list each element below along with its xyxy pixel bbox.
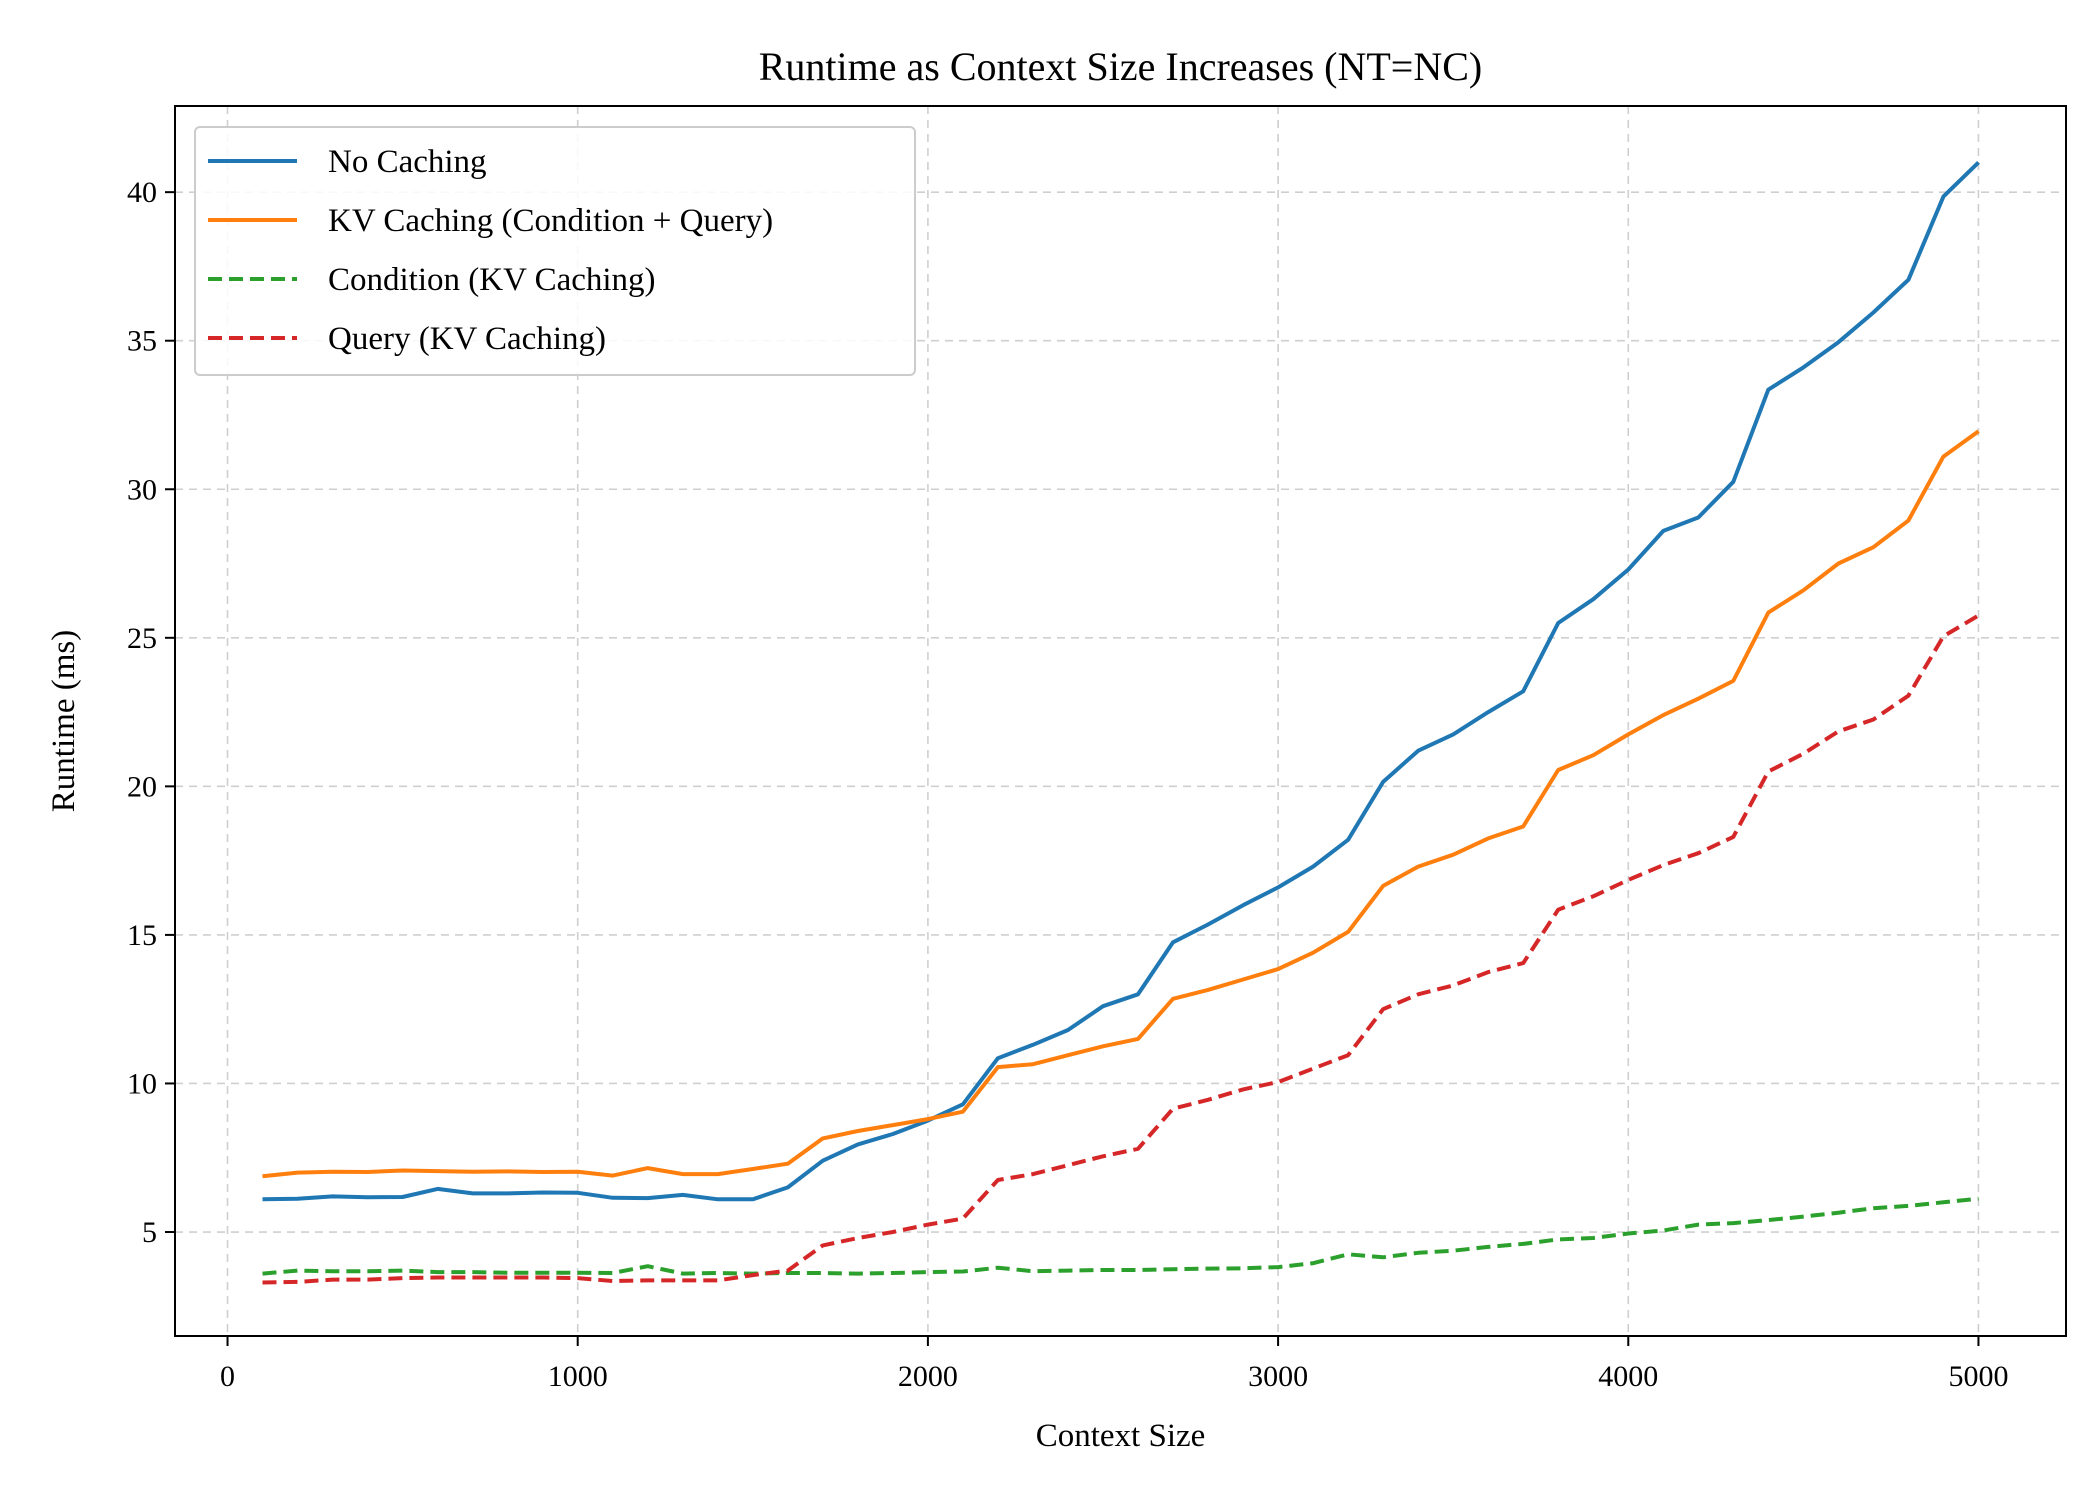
series-layer	[262, 160, 1980, 1285]
legend-label: No Caching	[328, 144, 487, 180]
legend-box	[194, 126, 916, 376]
plot-frame	[174, 105, 2067, 1337]
legend-label: KV Caching (Condition + Query)	[328, 203, 773, 239]
y-tick-label: 35	[127, 325, 157, 358]
x-tick-label: 4000	[1598, 1360, 1658, 1393]
legend-label: Condition (KV Caching)	[328, 262, 656, 298]
x-axis-label: Context Size	[1036, 1418, 1206, 1454]
series-line-kv-caching-condition-query	[262, 429, 1980, 1179]
y-tick-label: 25	[127, 622, 157, 655]
y-tick-label: 5	[142, 1216, 157, 1249]
x-tick-label: 0	[220, 1360, 235, 1393]
series-line-no-caching	[262, 160, 1980, 1202]
legend: No Caching KV Caching (Condition + Query)…	[194, 126, 916, 376]
x-tick-label: 5000	[1948, 1360, 2008, 1393]
x-tick-label: 1000	[548, 1360, 608, 1393]
chart-title: Runtime as Context Size Increases (NT=NC…	[759, 44, 1483, 89]
x-tick-label: 3000	[1248, 1360, 1308, 1393]
series-line-query-kv-caching	[262, 613, 1980, 1285]
axis-ticks: 0 1000 2000 3000 4000 5000 5 10 15 20 25 30 35 40	[127, 176, 2008, 1393]
series-line-condition-kv-caching	[262, 1196, 1979, 1276]
x-tick-label: 2000	[898, 1360, 958, 1393]
y-tick-label: 20	[127, 770, 157, 803]
y-tick-label: 40	[127, 176, 157, 209]
y-tick-label: 15	[127, 919, 157, 952]
y-axis-label: Runtime (ms)	[46, 630, 82, 812]
y-tick-label: 10	[127, 1067, 157, 1100]
y-tick-label: 30	[127, 473, 157, 506]
legend-label: Query (KV Caching)	[328, 321, 606, 357]
